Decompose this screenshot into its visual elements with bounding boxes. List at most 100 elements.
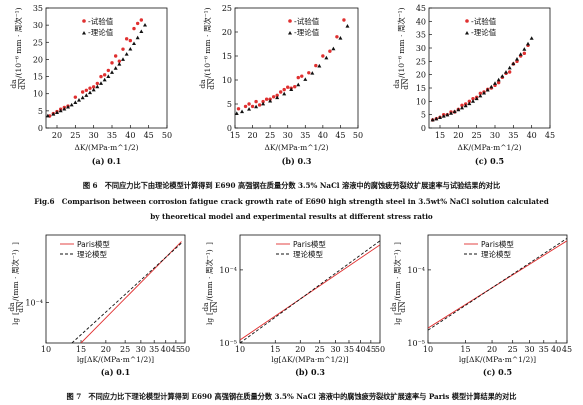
fig6-c-point-theory xyxy=(529,36,534,40)
fig6-a-point-test xyxy=(135,21,140,26)
fig6-b-point-test xyxy=(328,49,332,53)
fig7-b-ylabel-bottom: dN xyxy=(210,301,219,313)
fig6-c-xtick-label: 20 xyxy=(453,131,463,140)
fig6-b-point-theory xyxy=(324,55,329,60)
fig7-b-plot-frame xyxy=(239,234,381,344)
fig6-a-point-theory xyxy=(66,104,70,109)
fig7-b-ytick-label: 10⁻⁴ xyxy=(219,266,237,275)
fig7-a-xtick-label: 50 xyxy=(180,345,190,354)
fig6-c-point-test xyxy=(507,70,512,74)
fig6-b-point-theory xyxy=(275,95,280,100)
fig6-c-point-theory xyxy=(467,101,472,106)
fig6-a-ytick-label: 10 xyxy=(33,90,43,99)
fig6-caption-cn: 图 6 不同应力比下由理论模型计算得到 E690 高强钢在质量分数 3.5% N… xyxy=(82,181,501,190)
fig7-a-xtick-label: 25 xyxy=(120,345,130,354)
fig7-b-xtick-label: 20 xyxy=(295,345,305,354)
fig6-c-point-theory xyxy=(482,90,486,95)
fig6-b-point-theory xyxy=(338,36,343,40)
fig7-a-ylabel-bracket: [ xyxy=(11,312,20,315)
fig6-a-ytick-label: 25 xyxy=(33,38,43,47)
fig6-a-ytick-label: 5 xyxy=(38,107,43,116)
fig6-c-ytick-label: 35 xyxy=(416,31,426,40)
fig6-c-ytick-label: 5 xyxy=(421,111,426,120)
fig6-b-point-test xyxy=(247,102,251,106)
fig7-b-sub-label: (b) 0.3 xyxy=(295,367,325,377)
fig6-b-ylabel-unit: /(10⁻⁶ mm · 周次⁻¹) xyxy=(202,7,212,78)
fig6-b-ytick-label: 10 xyxy=(222,76,232,85)
fig6-c-plot-frame xyxy=(428,7,551,129)
fig6-c-point-test xyxy=(460,103,464,108)
fig6-a-point-theory xyxy=(139,29,144,34)
fig7-b-legend-theory: 理论模型 xyxy=(293,249,323,259)
fig6-a-ytick-label: 30 xyxy=(33,21,43,30)
fig6-a-point-theory xyxy=(62,106,67,111)
fig7-b-ylabel: lg [da dN/(mm · 周次⁻¹)] xyxy=(201,242,219,325)
fig7-c-xtick-label: 15 xyxy=(460,345,470,354)
fig6-a-point-test xyxy=(128,38,133,43)
fig7-b-ytick-label: 10⁻⁵ xyxy=(219,339,237,348)
fig6-a-ytick-label: 15 xyxy=(33,73,43,82)
fig6-b-xtick-label: 15 xyxy=(230,131,240,140)
fig6-c-point-theory xyxy=(504,70,508,74)
fig6-a-xtick-label: 30 xyxy=(89,131,99,140)
fig6-b-xtick-label: 30 xyxy=(283,131,293,140)
fig6-a-point-test xyxy=(91,85,96,89)
fig6-b-ytick-label: 25 xyxy=(222,4,232,13)
fig6-c-point-theory xyxy=(471,99,475,103)
fig6-b-point-theory xyxy=(247,107,252,111)
fig6-c-ytick-label: 20 xyxy=(416,71,426,80)
fig6-b-point-test xyxy=(261,99,265,104)
fig6-a-legend-marker-theory xyxy=(82,31,86,35)
fig6-c-xtick-label: 45 xyxy=(545,131,555,140)
fig6-b-sub-label: (b) 0.3 xyxy=(282,156,312,166)
fig6-c-legend-marker-theory xyxy=(465,31,469,35)
fig6-b-point-test xyxy=(271,95,276,99)
fig6-a-point-test xyxy=(95,81,100,86)
fig6-c-legend-test: -试验值 xyxy=(471,16,497,26)
fig6-a-point-theory xyxy=(77,98,81,102)
fig6-c-point-theory xyxy=(460,105,464,110)
fig6-a-xlabel: ΔK/(MPa·m^1/2) xyxy=(74,143,138,152)
fig6-a-point-test xyxy=(73,95,78,99)
fig7-c-xtick-label: 45 xyxy=(562,345,572,354)
fig6-c-point-theory xyxy=(456,107,461,112)
fig6-b-xlabel: ΔK/(MPa·m^1/2) xyxy=(264,143,328,152)
fig7-a-legend-theory: 理论模型 xyxy=(77,249,107,259)
fig6-a-point-test xyxy=(139,18,144,22)
fig7-c-ytick-label: 10⁻⁴ xyxy=(407,266,425,275)
fig7-b-xtick-label: 30 xyxy=(330,345,340,354)
fig6-c-point-theory xyxy=(526,41,530,46)
fig6-c-xtick-label: 15 xyxy=(435,131,445,140)
fig6-c-point-theory xyxy=(478,93,483,98)
fig6-c-point-theory xyxy=(434,116,439,121)
fig7-a-legend-paris: Paris模型 xyxy=(77,239,110,249)
fig7-b-xtick-label: 10 xyxy=(235,345,245,354)
fig6-a-xtick-label: 20 xyxy=(52,131,62,140)
fig6-b-point-theory xyxy=(240,109,245,114)
fig6-c-point-theory xyxy=(438,115,442,119)
fig6-c-point-theory xyxy=(500,74,505,78)
fig6-b-legend-marker-test xyxy=(288,19,292,23)
fig7-a-plot-frame xyxy=(45,234,186,344)
fig6-a-point-theory xyxy=(117,62,122,66)
fig7-c-paris-line xyxy=(428,240,567,329)
fig6-c-point-theory xyxy=(449,111,453,115)
fig7-a-ylabel-top: da xyxy=(7,302,16,312)
fig6-a-ytick-label: 0 xyxy=(38,124,43,133)
fig7-a-ylabel-outer: lg xyxy=(11,318,20,325)
fig6-c-ytick-label: 30 xyxy=(416,44,426,53)
fig6-b-point-theory xyxy=(310,71,315,75)
fig6-b-xtick-label: 40 xyxy=(318,131,328,140)
fig7-a-xtick-label: 45 xyxy=(171,345,181,354)
fig6-c-point-theory xyxy=(430,117,435,122)
fig6-a-xtick-label: 45 xyxy=(144,131,154,140)
fig6-b-ytick-label: 15 xyxy=(222,52,232,61)
fig6-a-point-theory xyxy=(102,77,107,82)
fig6-c-point-theory xyxy=(452,109,457,114)
fig7-b-xtick-label: 35 xyxy=(344,345,354,354)
fig7-b-xtick-label: 50 xyxy=(375,345,385,354)
fig6-c-ylabel-top: da xyxy=(392,79,401,89)
fig7-c-ylabel-bracket: [ xyxy=(393,312,402,315)
fig7-c-legend-paris: Paris模型 xyxy=(481,239,514,249)
